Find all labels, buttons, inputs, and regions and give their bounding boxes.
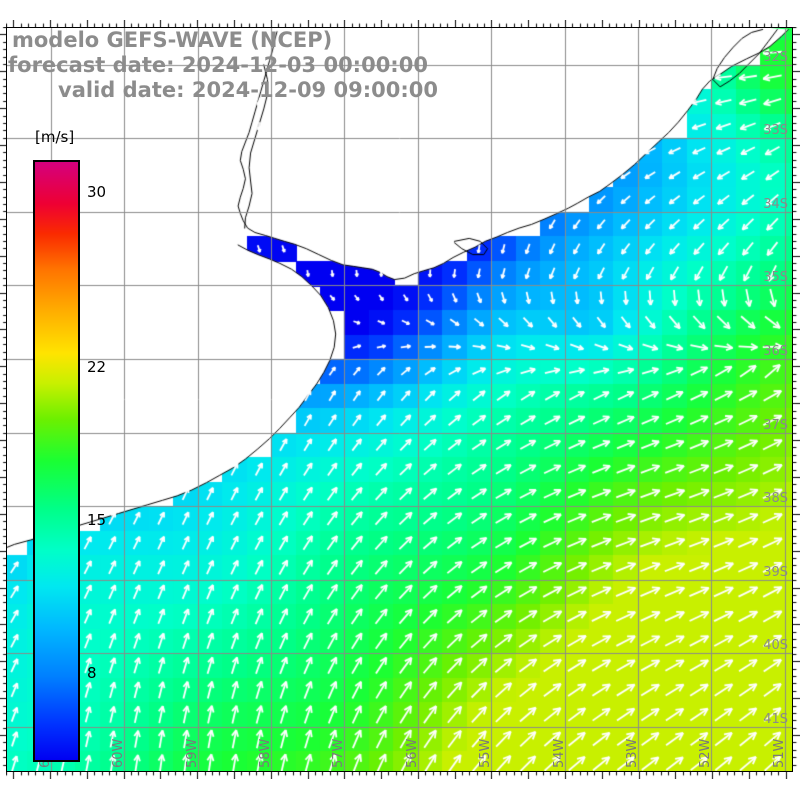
colorbar-tick-label: 30: [87, 182, 107, 201]
latitude-label: 33S: [763, 123, 788, 139]
colorbar-units-label: [m/s]: [35, 128, 75, 146]
left-axis-ruler: [0, 27, 7, 772]
longitude-label: 57W: [331, 738, 347, 768]
colorbar-tick-label: 15: [87, 511, 107, 530]
latitude-label: 37S: [763, 417, 788, 433]
longitude-label: 54W: [551, 738, 567, 768]
longitude-label: 60W: [111, 738, 127, 768]
latitude-label: 36S: [763, 344, 788, 360]
latitude-label: 39S: [763, 564, 788, 580]
longitude-label: 53W: [624, 738, 640, 768]
colorbar-tick-label: 22: [87, 357, 107, 376]
longitude-label: 52W: [698, 738, 714, 768]
longitude-label: 59W: [184, 738, 200, 768]
bottom-axis-ruler: [6, 771, 793, 779]
right-axis-ruler: [792, 27, 800, 772]
top-axis-ruler: [6, 20, 793, 28]
latitude-label: 41S: [763, 711, 788, 727]
colorbar-tick-label: 8: [87, 664, 97, 683]
longitude-label: 58W: [258, 738, 274, 768]
wind-direction-arrows-layer: [7, 28, 792, 771]
latitude-label: 35S: [763, 270, 788, 286]
latitude-label: 32S: [763, 49, 788, 65]
latitude-label: 34S: [763, 196, 788, 212]
latitude-label: 38S: [763, 491, 788, 507]
longitude-label: 55W: [478, 738, 494, 768]
colorbar-gradient-swatch: [33, 160, 80, 762]
latitude-label: 40S: [763, 638, 788, 654]
longitude-label: 56W: [404, 738, 420, 768]
longitude-label: 51W: [771, 738, 787, 768]
